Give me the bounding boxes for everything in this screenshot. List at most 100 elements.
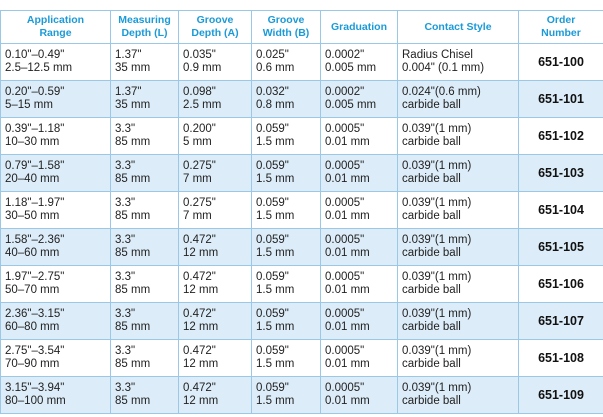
- cell-line: 0.039"(1 mm): [402, 123, 472, 135]
- cell-line: 651-108: [538, 350, 584, 365]
- cell-line: 12 mm: [183, 358, 219, 370]
- table-row: 0.79"–1.58" 20–40 mm 3.3" 85 mm 0.275" 7 mm 0.…: [0, 154, 603, 192]
- header-cell: Measuring Depth (L): [110, 10, 179, 44]
- cell-line: 0.035": [183, 49, 216, 61]
- table-cell: 0.39"–1.18" 10–30 mm: [0, 117, 111, 155]
- cell-line: 3.15"–3.94": [5, 382, 65, 394]
- table-cell: 0.039"(1 mm) carbide ball: [397, 191, 519, 229]
- cell-line: 0.20"–0.59": [5, 86, 65, 98]
- cell-line: carbide ball: [402, 136, 461, 148]
- table-cell: 0.039"(1 mm) carbide ball: [397, 376, 519, 414]
- table-cell: 0.098" 2.5 mm: [178, 80, 252, 118]
- cell-line: 35 mm: [115, 99, 151, 111]
- table-cell: 0.059" 1.5 mm: [251, 154, 321, 192]
- cell-line: 3.3": [115, 197, 136, 209]
- header-cell: Graduation: [320, 10, 398, 44]
- cell-line: 0.032": [256, 86, 289, 98]
- table-cell: 0.024"(0.6 mm) carbide ball: [397, 80, 519, 118]
- cell-line: 1.5 mm: [256, 173, 295, 185]
- table-cell: 0.039"(1 mm) carbide ball: [397, 154, 519, 192]
- table-cell: 3.3" 85 mm: [110, 117, 179, 155]
- table-cell: 1.37" 35 mm: [110, 80, 179, 118]
- cell-line: 3.3": [115, 308, 136, 320]
- cell-line: 12 mm: [183, 247, 219, 259]
- header-cell: Groove Width (B): [251, 10, 321, 44]
- cell-line: 85 mm: [115, 321, 151, 333]
- cell-line: 1.5 mm: [256, 321, 295, 333]
- table-cell: 0.039"(1 mm) carbide ball: [397, 265, 519, 303]
- cell-line: 1.5 mm: [256, 136, 295, 148]
- table-cell: 0.0005" 0.01 mm: [320, 117, 398, 155]
- cell-line: 0.039"(1 mm): [402, 197, 472, 209]
- table-cell: 0.039"(1 mm) carbide ball: [397, 339, 519, 377]
- cell-line: 7 mm: [183, 210, 212, 222]
- table-cell: 0.275" 7 mm: [178, 154, 252, 192]
- cell-line: Graduation: [330, 20, 387, 33]
- cell-line: 20–40 mm: [5, 173, 60, 185]
- table-row: 1.97"–2.75" 50–70 mm 3.3" 85 mm 0.472" 12 mm 0…: [0, 265, 603, 303]
- cell-line: 85 mm: [115, 173, 151, 185]
- cell-line: 30–50 mm: [5, 210, 60, 222]
- cell-line: 2.5 mm: [183, 99, 222, 111]
- table-cell: 1.18"–1.97" 30–50 mm: [0, 191, 111, 229]
- cell-line: 1.5 mm: [256, 210, 295, 222]
- cell-line: 0.472": [183, 382, 216, 394]
- cell-line: 0.200": [183, 123, 216, 135]
- cell-line: 0.059": [256, 197, 289, 209]
- cell-line: 1.5 mm: [256, 284, 295, 296]
- cell-line: 0.8 mm: [256, 99, 295, 111]
- table-cell: 0.472" 12 mm: [178, 228, 252, 266]
- cell-line: Number: [541, 27, 581, 39]
- cell-line: 0.9 mm: [183, 62, 222, 74]
- cell-line: 3.3": [115, 160, 136, 172]
- cell-line: Range: [39, 27, 72, 39]
- cell-line: 2.36"–3.15": [5, 308, 65, 320]
- cell-line: 0.0005": [325, 271, 365, 283]
- cell-line: 85 mm: [115, 284, 151, 296]
- cell-line: 0.039"(1 mm): [402, 382, 472, 394]
- cell-line: carbide ball: [402, 173, 461, 185]
- cell-line: 0.0005": [325, 160, 365, 172]
- table-cell: 0.275" 7 mm: [178, 191, 252, 229]
- cell-line: 0.059": [256, 382, 289, 394]
- table-cell: 3.3" 85 mm: [110, 191, 179, 229]
- table-cell: 0.0005" 0.01 mm: [320, 228, 398, 266]
- table-cell: 3.3" 85 mm: [110, 339, 179, 377]
- cell-line: 0.472": [183, 345, 216, 357]
- cell-line: carbide ball: [402, 99, 461, 111]
- cell-line: 0.0005": [325, 234, 365, 246]
- cell-line: 0.275": [183, 160, 216, 172]
- table-cell: 1.37" 35 mm: [110, 43, 179, 81]
- cell-line: 0.059": [256, 123, 289, 135]
- cell-line: 0.059": [256, 271, 289, 283]
- cell-line: 0.059": [256, 345, 289, 357]
- cell-line: 0.005 mm: [325, 99, 377, 111]
- cell-line: 0.025": [256, 49, 289, 61]
- table-row: 2.36"–3.15" 60–80 mm 3.3" 85 mm 0.472" 12 mm 0…: [0, 302, 603, 340]
- cell-line: 0.01 mm: [325, 136, 370, 148]
- table-cell: 3.3" 85 mm: [110, 376, 179, 414]
- table-cell: 0.059" 1.5 mm: [251, 191, 321, 229]
- cell-line: 0.472": [183, 308, 216, 320]
- table-cell: 0.059" 1.5 mm: [251, 265, 321, 303]
- cell-line: 0.0002": [325, 86, 365, 98]
- cell-line: 1.18"–1.97": [5, 197, 65, 209]
- table-cell: 651-100: [518, 43, 603, 81]
- table-cell: 3.3" 85 mm: [110, 154, 179, 192]
- table-cell: 0.0005" 0.01 mm: [320, 376, 398, 414]
- table-cell: 651-109: [518, 376, 603, 414]
- table-cell: 651-101: [518, 80, 603, 118]
- table-row: 0.10"–0.49" 2.5–12.5 mm 1.37" 35 mm 0.035" 0.…: [0, 43, 603, 81]
- table-cell: 0.025" 0.6 mm: [251, 43, 321, 81]
- cell-line: Groove: [196, 14, 234, 26]
- cell-line: 651-109: [538, 387, 584, 402]
- cell-line: 80–100 mm: [5, 395, 66, 407]
- cell-line: 0.39"–1.18": [5, 123, 65, 135]
- cell-line: carbide ball: [402, 284, 461, 296]
- cell-line: 60–80 mm: [5, 321, 60, 333]
- cell-line: Depth (L): [121, 27, 168, 39]
- cell-line: 0.10"–0.49": [5, 49, 65, 61]
- table-cell: Radius Chisel 0.004" (0.1 mm): [397, 43, 519, 81]
- table-cell: 651-106: [518, 265, 603, 303]
- table-cell: 0.10"–0.49" 2.5–12.5 mm: [0, 43, 111, 81]
